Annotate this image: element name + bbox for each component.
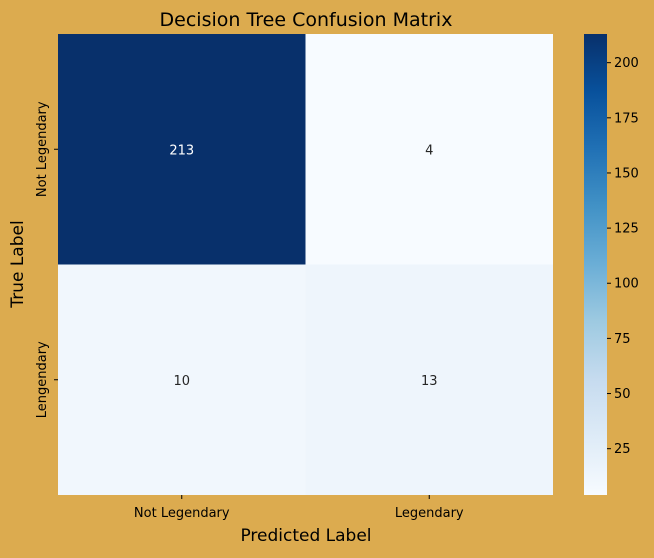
y-axis-label: True Label (8, 220, 28, 308)
x-axis-label: Predicted Label (240, 526, 371, 546)
colorbar-tick-label: 125 (614, 222, 639, 237)
x-tick-label: Legendary (395, 506, 464, 521)
colorbar-tick-label: 50 (614, 387, 631, 402)
cell-annotations: 213 4 10 13 (169, 143, 437, 389)
colorbar-ticks: 25 50 75 100 125 150 175 200 (607, 56, 639, 457)
colorbar (584, 34, 607, 495)
cell-value-label: 10 (173, 374, 190, 389)
colorbar-tick-label: 175 (614, 111, 639, 126)
cell-value-label: 13 (421, 374, 438, 389)
cell-value-label: 213 (169, 143, 194, 158)
colorbar-tick-label: 200 (614, 56, 639, 71)
cell-value-label: 4 (425, 143, 433, 158)
y-tick-label: Lengendary (35, 341, 50, 418)
colorbar-tick-label: 150 (614, 166, 639, 181)
colorbar-tick-label: 25 (614, 442, 631, 457)
heatmap-cell (58, 34, 306, 265)
heatmap-cells (58, 34, 553, 495)
colorbar-tick-label: 100 (614, 277, 639, 292)
y-tick-label: Not Legendary (35, 101, 50, 197)
heatmap-cell (305, 264, 553, 495)
x-tick-label: Not Legendary (134, 506, 230, 521)
x-axis: Not Legendary Legendary (134, 495, 464, 521)
y-axis: Not Legendary Lengendary (35, 101, 58, 418)
heatmap-cell (58, 264, 306, 495)
chart-title: Decision Tree Confusion Matrix (160, 9, 453, 31)
heatmap-cell (305, 34, 553, 265)
colorbar-tick-label: 75 (614, 332, 631, 347)
